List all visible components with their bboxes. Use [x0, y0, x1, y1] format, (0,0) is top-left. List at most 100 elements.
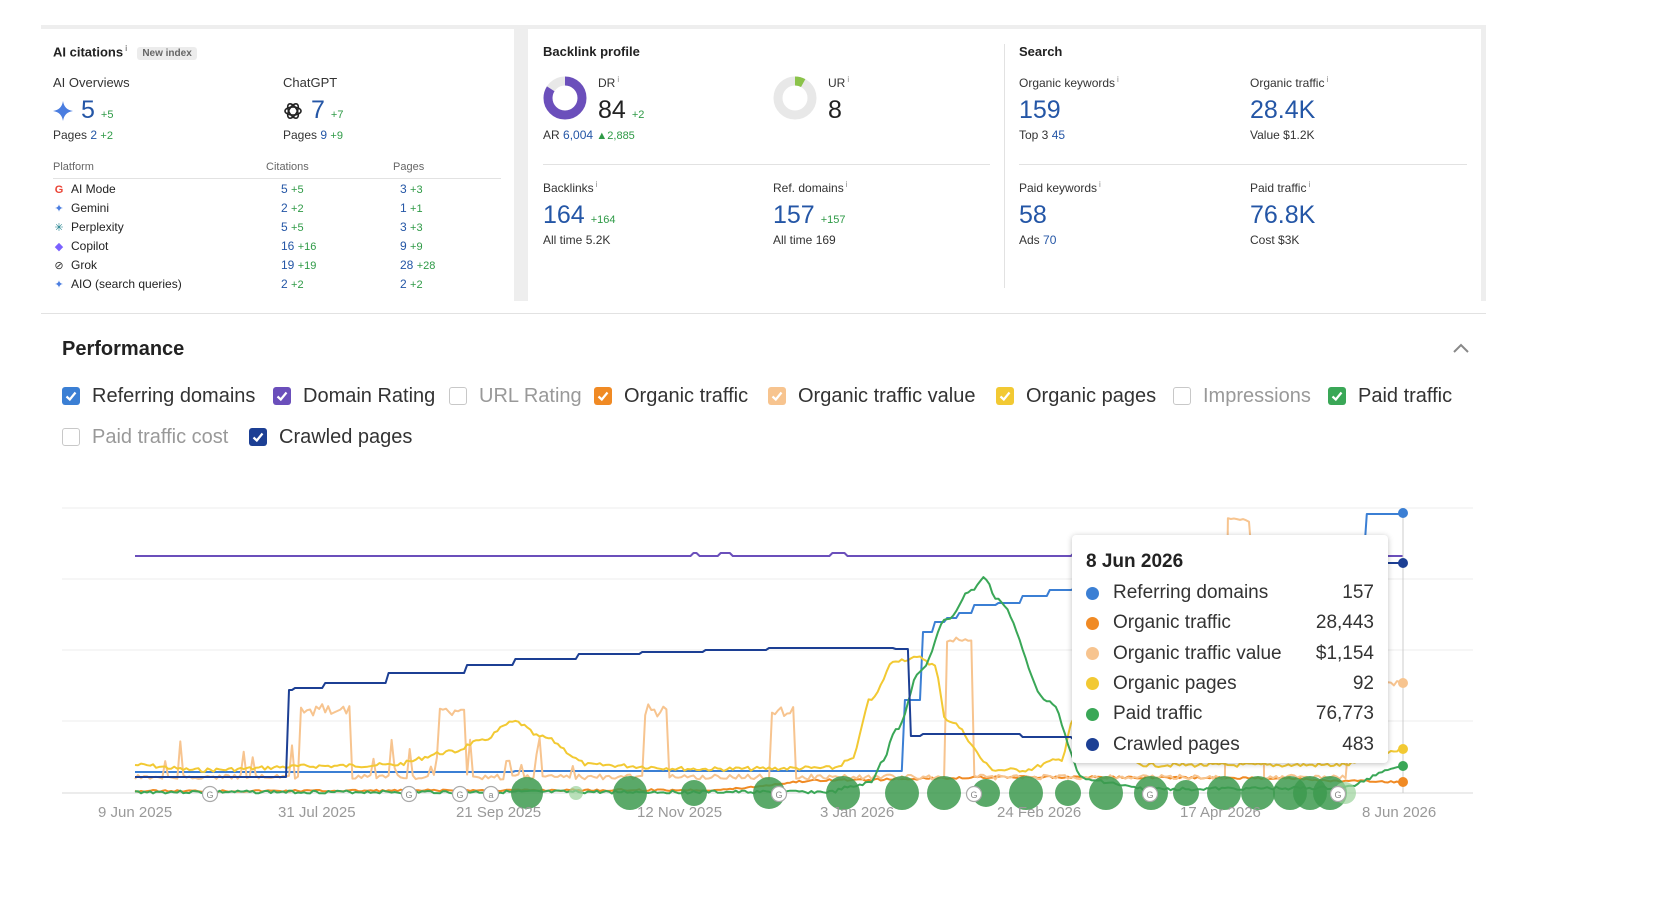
google-update-marker-icon[interactable]: G: [201, 785, 219, 803]
legend-item-url-rating[interactable]: URL Rating: [449, 383, 582, 409]
pages-cell[interactable]: 3 +3: [393, 217, 501, 236]
ref-domains-metric[interactable]: 157 +157: [773, 201, 846, 230]
legend-item-organic-pages[interactable]: Organic pages: [996, 383, 1156, 409]
google-update-marker-icon[interactable]: G: [451, 785, 469, 803]
dr-value: 84: [598, 96, 626, 124]
table-row[interactable]: ✦ AIO (search queries) 2 +2 2 +2: [53, 274, 501, 293]
info-icon[interactable]: i: [1099, 180, 1101, 189]
paid-traffic-label: Paid traffic i: [1250, 180, 1311, 195]
chevron-up-icon[interactable]: [1452, 341, 1470, 355]
checkbox-checked-icon[interactable]: [1328, 387, 1346, 405]
info-icon[interactable]: i: [125, 44, 128, 53]
info-icon[interactable]: i: [1308, 180, 1311, 189]
info-icon[interactable]: i: [1326, 75, 1329, 84]
pages-cell[interactable]: 9 +9: [393, 236, 501, 255]
panel-top-border: [41, 25, 1486, 29]
pages-cell[interactable]: 28 +28: [393, 255, 501, 274]
citations-value: 19: [281, 257, 295, 272]
info-icon[interactable]: i: [595, 180, 598, 189]
checkbox-checked-icon[interactable]: [768, 387, 786, 405]
google-update-marker-icon[interactable]: G: [965, 785, 983, 803]
gemini-icon: ✦: [54, 202, 64, 215]
series-endpoint[interactable]: [1398, 558, 1408, 568]
citations-cell[interactable]: 2 +2: [266, 198, 393, 217]
annotation-bubble[interactable]: [511, 777, 543, 809]
series-endpoint[interactable]: [1398, 777, 1408, 787]
citations-cell[interactable]: 5 +5: [266, 217, 393, 236]
tooltip-series-value: 92: [1352, 672, 1374, 694]
legend-item-paid-traffic-cost[interactable]: Paid traffic cost: [62, 424, 228, 450]
google-update-marker-icon[interactable]: G: [1329, 785, 1347, 803]
table-row[interactable]: ✳ Perplexity 5 +5 3 +3: [53, 217, 501, 236]
top3-value[interactable]: 45: [1051, 128, 1066, 142]
legend-item-impressions[interactable]: Impressions: [1173, 383, 1311, 409]
annotation-bubble[interactable]: [1173, 780, 1199, 806]
checkbox-checked-icon[interactable]: [249, 428, 267, 446]
paid-keywords-value[interactable]: 58: [1019, 201, 1047, 229]
legend-item-crawled-pages[interactable]: Crawled pages: [249, 424, 412, 450]
legend-item-organic-traffic[interactable]: Organic traffic: [594, 383, 748, 409]
table-row[interactable]: ◆ Copilot 16 +16 9 +9: [53, 236, 501, 255]
annotation-bubble[interactable]: [1009, 776, 1043, 810]
checkbox-checked-icon[interactable]: [273, 387, 291, 405]
annotation-bubble[interactable]: [681, 780, 707, 806]
table-row[interactable]: ⊘ Grok 19 +19 28 +28: [53, 255, 501, 274]
annotation-bubble[interactable]: [885, 776, 919, 810]
annotation-bubble[interactable]: [1241, 776, 1275, 810]
annotation-bubble[interactable]: [1207, 776, 1241, 810]
pages-delta: +2: [410, 278, 423, 291]
google-update-marker-icon[interactable]: G: [400, 785, 418, 803]
checkbox-checked-icon[interactable]: [62, 387, 80, 405]
pages-value[interactable]: 9: [320, 128, 328, 142]
series-endpoint[interactable]: [1398, 508, 1408, 518]
organic-keywords-value[interactable]: 159: [1019, 96, 1061, 124]
checkbox-unchecked-icon[interactable]: [1173, 387, 1191, 405]
legend-item-domain-rating[interactable]: Domain Rating: [273, 383, 435, 409]
annotation-bubble[interactable]: [927, 776, 961, 810]
pages-cell[interactable]: 1 +1: [393, 198, 501, 217]
paid-traffic-value[interactable]: 76.8K: [1250, 201, 1316, 229]
series-line-organic-pages[interactable]: [134, 655, 1404, 773]
legend-item-organic-traffic-value[interactable]: Organic traffic value: [768, 383, 976, 409]
chatgpt-metric[interactable]: 7 +7: [283, 96, 343, 125]
annotation-bubble[interactable]: [613, 776, 647, 810]
series-endpoint[interactable]: [1398, 678, 1408, 688]
citations-cell[interactable]: 2 +2: [266, 274, 393, 293]
panel-divider-right: [1481, 29, 1486, 301]
annotation-bubble[interactable]: [1055, 780, 1081, 806]
legend-item-referring-domains[interactable]: Referring domains: [62, 383, 255, 409]
info-icon[interactable]: i: [1117, 75, 1119, 84]
google-update-marker-icon[interactable]: a: [482, 785, 500, 803]
table-row[interactable]: ✦ Gemini 2 +2 1 +1: [53, 198, 501, 217]
checkbox-checked-icon[interactable]: [996, 387, 1014, 405]
legend-item-paid-traffic[interactable]: Paid traffic: [1328, 383, 1452, 409]
google-update-marker-icon[interactable]: G: [770, 785, 788, 803]
organic-traffic-value[interactable]: 28.4K: [1250, 96, 1316, 124]
info-icon[interactable]: i: [847, 75, 850, 84]
ai-overviews-metric[interactable]: 5 +5: [53, 96, 113, 125]
tooltip-row: Paid traffic 76,773: [1086, 702, 1374, 726]
info-icon[interactable]: i: [617, 75, 620, 84]
backlinks-metric[interactable]: 164 +164: [543, 201, 616, 230]
pages-cell[interactable]: 2 +2: [393, 274, 501, 293]
pages-cell[interactable]: 3 +3: [393, 179, 501, 199]
annotation-bubble[interactable]: [1089, 776, 1123, 810]
citations-cell[interactable]: 5 +5: [266, 179, 393, 199]
citations-cell[interactable]: 16 +16: [266, 236, 393, 255]
legend-label: Domain Rating: [303, 384, 436, 407]
pages-value[interactable]: 2: [90, 128, 98, 142]
ads-value[interactable]: 70: [1043, 233, 1057, 247]
series-endpoint[interactable]: [1398, 761, 1408, 771]
series-endpoint[interactable]: [1398, 744, 1408, 754]
google-update-marker-icon[interactable]: G: [1141, 785, 1159, 803]
table-row[interactable]: G AI Mode 5 +5 3 +3: [53, 179, 501, 199]
info-icon[interactable]: i: [845, 180, 848, 189]
checkbox-unchecked-icon[interactable]: [449, 387, 467, 405]
ar-value[interactable]: 6,004: [563, 128, 594, 142]
annotation-bubble[interactable]: [826, 776, 860, 810]
citations-cell[interactable]: 19 +19: [266, 255, 393, 274]
annotation-bubble[interactable]: [569, 786, 583, 800]
checkbox-checked-icon[interactable]: [594, 387, 612, 405]
checkbox-unchecked-icon[interactable]: [62, 428, 80, 446]
